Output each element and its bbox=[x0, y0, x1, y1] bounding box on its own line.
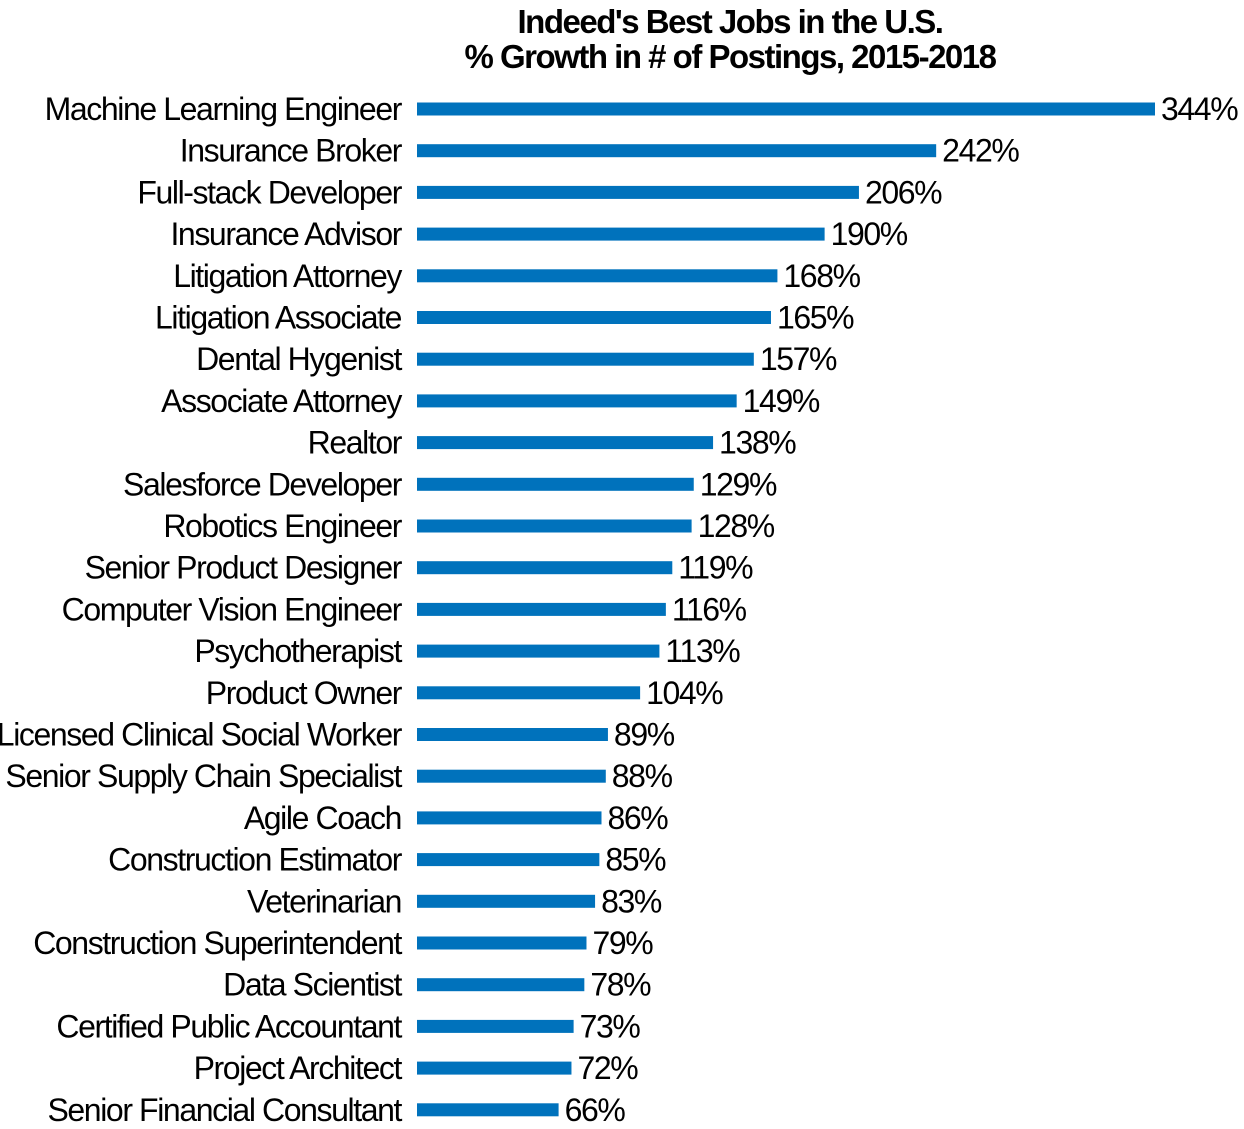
bar bbox=[417, 936, 587, 950]
category-label: Senior Product Designer bbox=[85, 550, 403, 586]
data-label: 79% bbox=[592, 925, 653, 961]
data-label: 83% bbox=[601, 883, 662, 919]
category-label: Computer Vision Engineer bbox=[62, 591, 403, 627]
category-label: Data Scientist bbox=[223, 967, 402, 1003]
bar bbox=[417, 519, 692, 533]
bar bbox=[417, 227, 825, 241]
chart-title-line-1: Indeed's Best Jobs in the U.S. bbox=[517, 3, 944, 40]
chart-title-line-2: % Growth in # of Postings, 2015-2018 bbox=[464, 38, 998, 75]
bar bbox=[417, 185, 859, 199]
data-label: 190% bbox=[831, 216, 908, 252]
data-label: 104% bbox=[646, 675, 723, 711]
data-label: 168% bbox=[783, 258, 860, 294]
category-label: Agile Coach bbox=[244, 800, 401, 836]
bar bbox=[417, 352, 754, 366]
category-label: Construction Superintendent bbox=[33, 925, 402, 961]
data-label: 72% bbox=[577, 1050, 638, 1086]
bar bbox=[417, 477, 694, 491]
category-label: Psychotherapist bbox=[194, 633, 402, 669]
category-label: Product Owner bbox=[206, 675, 403, 711]
category-label: Litigation Associate bbox=[155, 300, 402, 336]
data-label: 157% bbox=[760, 341, 837, 377]
bar bbox=[417, 1061, 572, 1075]
bar bbox=[417, 894, 596, 908]
data-label: 165% bbox=[777, 300, 854, 336]
bar bbox=[417, 978, 585, 992]
category-label: Certified Public Accountant bbox=[56, 1008, 402, 1044]
data-label: 149% bbox=[743, 383, 820, 419]
data-label: 344% bbox=[1161, 91, 1238, 127]
bar bbox=[417, 269, 778, 283]
bar bbox=[417, 1019, 574, 1033]
data-label: 116% bbox=[672, 591, 747, 627]
bar bbox=[417, 311, 771, 324]
data-label: 73% bbox=[580, 1008, 641, 1044]
bar bbox=[417, 728, 608, 741]
data-label: 119% bbox=[678, 550, 753, 586]
category-label: Robotics Engineer bbox=[163, 508, 402, 544]
category-label: Associate Attorney bbox=[161, 383, 402, 419]
category-label: Salesforce Developer bbox=[123, 466, 403, 502]
category-label: Insurance Advisor bbox=[170, 216, 402, 252]
category-label: Dental Hygenist bbox=[196, 341, 402, 377]
data-label: 66% bbox=[565, 1092, 626, 1128]
data-label: 113% bbox=[665, 633, 740, 669]
data-label: 206% bbox=[865, 174, 942, 210]
data-label: 88% bbox=[612, 758, 673, 794]
bar bbox=[417, 853, 600, 867]
bar bbox=[417, 811, 602, 825]
data-label: 89% bbox=[614, 717, 675, 753]
category-label: Machine Learning Engineer bbox=[45, 91, 403, 127]
category-label: Full-stack Developer bbox=[137, 174, 402, 210]
bar bbox=[417, 436, 714, 450]
bar bbox=[417, 769, 606, 783]
data-label: 138% bbox=[719, 425, 796, 461]
category-label: Project Architect bbox=[194, 1050, 403, 1086]
bar bbox=[417, 102, 1155, 116]
bar bbox=[417, 602, 666, 616]
category-label: Insurance Broker bbox=[180, 133, 403, 169]
category-label: Veterinarian bbox=[247, 883, 401, 919]
data-label: 129% bbox=[700, 466, 777, 502]
data-label: 242% bbox=[942, 133, 1019, 169]
category-label: Senior Supply Chain Specialist bbox=[5, 758, 402, 794]
data-label: 85% bbox=[605, 842, 666, 878]
category-label: Litigation Attorney bbox=[173, 258, 402, 294]
category-label: Realtor bbox=[308, 425, 403, 461]
data-label: 78% bbox=[590, 967, 651, 1003]
bar bbox=[417, 394, 737, 408]
bar bbox=[417, 1103, 559, 1117]
bar bbox=[417, 561, 673, 575]
data-label: 86% bbox=[608, 800, 669, 836]
bar bbox=[417, 144, 937, 158]
category-label: Licensed Clinical Social Worker bbox=[0, 717, 403, 753]
category-label: Senior Financial Consultant bbox=[47, 1092, 402, 1128]
bar bbox=[417, 686, 641, 700]
data-label: 128% bbox=[698, 508, 775, 544]
category-label: Construction Estimator bbox=[108, 842, 403, 878]
bar bbox=[417, 644, 660, 658]
